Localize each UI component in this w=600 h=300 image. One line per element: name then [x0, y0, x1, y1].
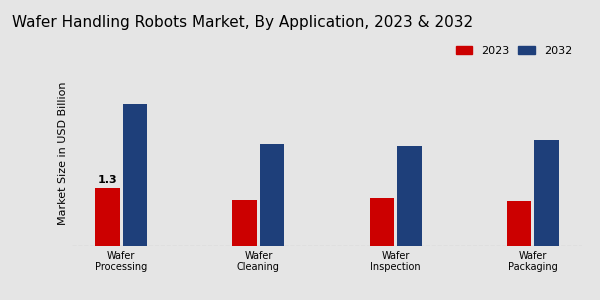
Bar [122, 104, 148, 246]
Bar [232, 200, 257, 246]
Bar [397, 146, 422, 246]
Bar [506, 201, 532, 246]
Bar [95, 188, 120, 246]
Text: Wafer Handling Robots Market, By Application, 2023 & 2032: Wafer Handling Robots Market, By Applica… [12, 15, 473, 30]
Bar [370, 198, 394, 246]
Bar [534, 140, 559, 246]
Text: 1.3: 1.3 [98, 175, 118, 185]
Legend: 2023, 2032: 2023, 2032 [451, 42, 577, 61]
Y-axis label: Market Size in USD Billion: Market Size in USD Billion [58, 81, 68, 225]
Bar [260, 144, 284, 246]
